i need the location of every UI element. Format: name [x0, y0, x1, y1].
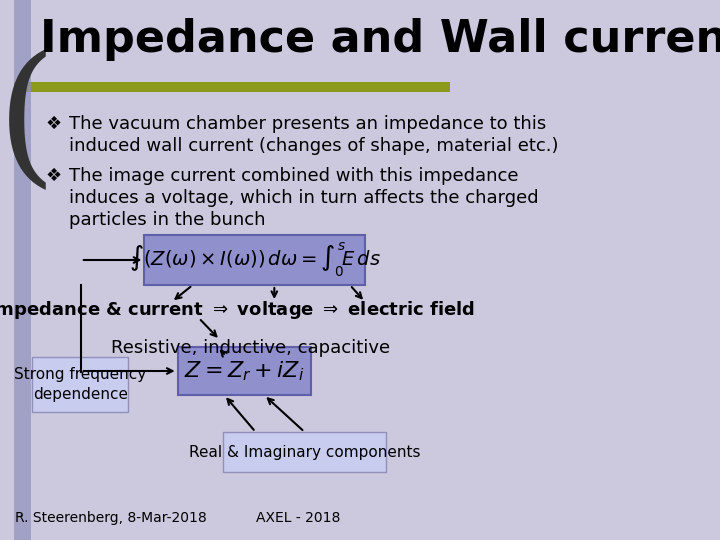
Text: induces a voltage, which in turn affects the charged: induces a voltage, which in turn affects…	[68, 189, 539, 207]
Text: Impedance & current $\Rightarrow$ voltage $\Rightarrow$ electric field: Impedance & current $\Rightarrow$ voltag…	[0, 299, 476, 321]
Text: ❖: ❖	[46, 167, 62, 185]
Text: AXEL - 2018: AXEL - 2018	[256, 511, 341, 525]
Text: Impedance and Wall current (1): Impedance and Wall current (1)	[40, 18, 720, 61]
Text: Real & Imaginary components: Real & Imaginary components	[189, 444, 420, 460]
Text: $\int(Z(\omega)\times I(\omega))\,d\omega = \int_0^s\!E\,ds$: $\int(Z(\omega)\times I(\omega))\,d\omeg…	[129, 241, 381, 279]
Text: induced wall current (changes of shape, material etc.): induced wall current (changes of shape, …	[68, 137, 558, 155]
Text: (: (	[0, 50, 56, 198]
Text: Resistive, inductive, capacitive: Resistive, inductive, capacitive	[111, 339, 390, 357]
Text: Strong frequency
dependence: Strong frequency dependence	[14, 367, 146, 402]
Text: The vacuum chamber presents an impedance to this: The vacuum chamber presents an impedance…	[68, 115, 546, 133]
Bar	[223, 432, 386, 472]
Bar	[144, 235, 365, 285]
Text: The image current combined with this impedance: The image current combined with this imp…	[68, 167, 518, 185]
Text: R. Steerenberg, 8-Mar-2018: R. Steerenberg, 8-Mar-2018	[15, 511, 207, 525]
Text: particles in the bunch: particles in the bunch	[68, 211, 265, 229]
Bar	[32, 357, 128, 412]
Text: ❖: ❖	[46, 115, 62, 133]
Bar	[14, 82, 450, 92]
Bar	[14, 0, 31, 540]
Bar	[178, 347, 310, 395]
Text: $Z = Z_r + iZ_i$: $Z = Z_r + iZ_i$	[184, 359, 305, 383]
